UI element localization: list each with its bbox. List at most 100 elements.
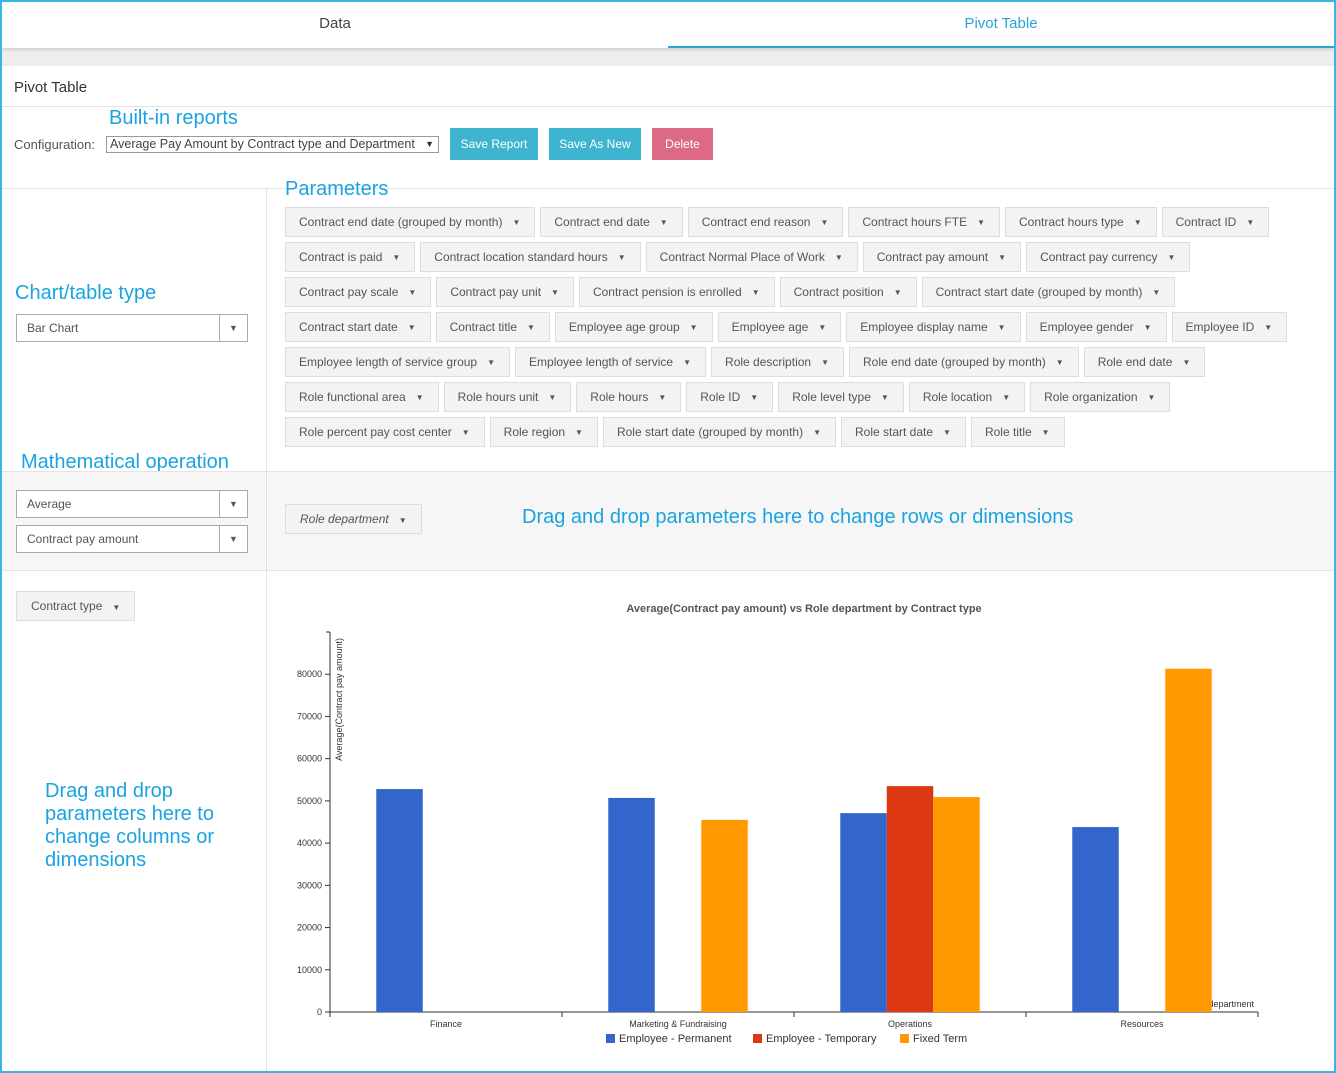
- parameter-pill[interactable]: Role end date ▼: [1083, 347, 1206, 377]
- caret-down-icon[interactable]: ▼: [750, 393, 759, 402]
- caret-down-icon[interactable]: ▼: [818, 323, 827, 332]
- parameter-pill[interactable]: Contract hours FTE ▼: [848, 207, 1000, 237]
- caret-down-icon[interactable]: ▼: [1133, 218, 1142, 227]
- caret-down-icon[interactable]: ▼: [1147, 393, 1156, 402]
- parameter-label: Role region: [503, 425, 566, 439]
- caret-down-icon[interactable]: ▼: [977, 218, 985, 227]
- parameter-pill[interactable]: Contract hours type ▼: [1005, 207, 1157, 237]
- parameter-pill[interactable]: Role functional area ▼: [285, 382, 439, 412]
- chevron-down-icon[interactable]: ▼: [219, 526, 247, 552]
- caret-down-icon[interactable]: ▼: [821, 358, 829, 367]
- caret-down-icon[interactable]: ▼: [551, 288, 559, 297]
- parameter-pill[interactable]: Employee display name ▼: [846, 312, 1021, 342]
- parameter-pill[interactable]: Role description ▼: [711, 347, 844, 377]
- parameter-pill[interactable]: Contract end reason ▼: [687, 207, 844, 237]
- caret-down-icon[interactable]: ▼: [820, 218, 829, 227]
- caret-down-icon[interactable]: ▼: [407, 323, 416, 332]
- parameter-pill[interactable]: Contract pay scale ▼: [285, 277, 432, 307]
- caret-down-icon[interactable]: ▼: [1152, 288, 1161, 297]
- caret-down-icon[interactable]: ▼: [408, 288, 417, 297]
- parameter-pill[interactable]: Contract pay currency ▼: [1026, 242, 1191, 272]
- parameter-pill[interactable]: Employee length of service group ▼: [285, 347, 511, 377]
- tab-pivot-table[interactable]: Pivot Table: [668, 2, 1334, 48]
- caret-down-icon[interactable]: ▼: [751, 288, 760, 297]
- caret-down-icon[interactable]: ▼: [1182, 358, 1191, 367]
- parameter-pill[interactable]: Role start date (grouped by month) ▼: [602, 417, 836, 447]
- caret-down-icon[interactable]: ▼: [997, 323, 1006, 332]
- caret-down-icon[interactable]: ▼: [1002, 393, 1011, 402]
- parameter-pill[interactable]: Contract pay unit ▼: [436, 277, 574, 307]
- caret-down-icon[interactable]: ▼: [575, 428, 583, 437]
- parameter-pill[interactable]: Contract Normal Place of Work ▼: [645, 242, 858, 272]
- caret-down-icon[interactable]: ▼: [415, 393, 424, 402]
- parameter-pill[interactable]: Contract start date ▼: [285, 312, 431, 342]
- parameter-pill[interactable]: Role end date (grouped by month) ▼: [849, 347, 1079, 377]
- delete-button[interactable]: Delete: [652, 128, 713, 160]
- parameter-pill[interactable]: Contract start date (grouped by month) ▼: [921, 277, 1176, 307]
- row-param-pill[interactable]: Role department ▼: [285, 504, 422, 534]
- caret-down-icon[interactable]: ▼: [527, 323, 535, 332]
- caret-down-icon[interactable]: ▼: [1167, 253, 1176, 262]
- parameter-pill[interactable]: Contract ID ▼: [1161, 207, 1270, 237]
- caret-down-icon[interactable]: ▼: [398, 516, 407, 525]
- tab-data[interactable]: Data: [319, 15, 351, 32]
- parameter-pill[interactable]: Role hours ▼: [576, 382, 682, 412]
- parameter-pill[interactable]: Role percent pay cost center ▼: [285, 417, 485, 447]
- parameter-pill[interactable]: Role title ▼: [970, 417, 1065, 447]
- parameter-pill[interactable]: Employee length of service ▼: [515, 347, 707, 377]
- caret-down-icon[interactable]: ▼: [998, 253, 1007, 262]
- parameter-pill[interactable]: Contract pay amount ▼: [862, 242, 1022, 272]
- aggregator-dropdown[interactable]: Average ▼: [16, 490, 248, 518]
- parameter-pill[interactable]: Contract title ▼: [435, 312, 550, 342]
- caret-down-icon[interactable]: ▼: [487, 358, 496, 367]
- parameter-pill[interactable]: Role region ▼: [489, 417, 598, 447]
- parameter-pill[interactable]: Employee age ▼: [717, 312, 842, 342]
- caret-down-icon[interactable]: ▼: [461, 428, 470, 437]
- caret-down-icon[interactable]: ▼: [1041, 428, 1050, 437]
- aggregator-attribute-dropdown[interactable]: Contract pay amount ▼: [16, 525, 248, 553]
- caret-down-icon[interactable]: ▼: [548, 393, 557, 402]
- parameter-pill[interactable]: Contract is paid ▼: [285, 242, 416, 272]
- chevron-down-icon[interactable]: ▼: [219, 491, 247, 517]
- parameter-pill[interactable]: Contract location standard hours ▼: [420, 242, 641, 272]
- caret-down-icon[interactable]: ▼: [683, 358, 692, 367]
- caret-down-icon[interactable]: ▼: [834, 253, 843, 262]
- parameter-pill[interactable]: Contract position ▼: [779, 277, 917, 307]
- rows-drop-zone[interactable]: [268, 472, 1334, 570]
- caret-down-icon[interactable]: ▼: [893, 288, 902, 297]
- parameter-pill[interactable]: Employee age group ▼: [554, 312, 713, 342]
- caret-down-icon[interactable]: ▼: [112, 603, 121, 612]
- caret-down-icon[interactable]: ▼: [1055, 358, 1064, 367]
- parameter-pill[interactable]: Role hours unit ▼: [443, 382, 572, 412]
- parameter-pill[interactable]: Contract end date (grouped by month) ▼: [285, 207, 536, 237]
- caret-down-icon[interactable]: ▼: [1143, 323, 1152, 332]
- parameter-pill[interactable]: Role level type ▼: [778, 382, 904, 412]
- caret-down-icon[interactable]: ▼: [392, 253, 401, 262]
- parameter-pill[interactable]: Role ID ▼: [686, 382, 774, 412]
- parameter-pill[interactable]: Role location ▼: [908, 382, 1026, 412]
- caret-down-icon[interactable]: ▼: [617, 253, 626, 262]
- caret-down-icon[interactable]: ▼: [658, 393, 667, 402]
- caret-down-icon[interactable]: ▼: [1246, 218, 1255, 227]
- chart-type-dropdown[interactable]: Bar Chart ▼: [16, 314, 248, 342]
- caret-down-icon[interactable]: ▼: [943, 428, 951, 437]
- caret-down-icon[interactable]: ▼: [1264, 323, 1273, 332]
- parameter-pill[interactable]: Contract pension is enrolled ▼: [578, 277, 775, 307]
- chevron-down-icon[interactable]: ▼: [219, 315, 247, 341]
- col-param-pill[interactable]: Contract type ▼: [16, 591, 136, 621]
- caret-down-icon[interactable]: ▼: [512, 218, 521, 227]
- save-report-button[interactable]: Save Report: [450, 128, 538, 160]
- caret-down-icon[interactable]: ▼: [880, 393, 889, 402]
- parameter-label: Role end date (grouped by month): [863, 355, 1046, 369]
- configuration-select[interactable]: Average Pay Amount by Contract type and …: [106, 136, 439, 153]
- parameter-pill[interactable]: Role organization ▼: [1030, 382, 1171, 412]
- parameter-pill[interactable]: Role start date ▼: [841, 417, 966, 447]
- parameter-pill[interactable]: Employee ID ▼: [1171, 312, 1288, 342]
- caret-down-icon[interactable]: ▼: [659, 218, 668, 227]
- parameter-pill[interactable]: Contract end date ▼: [540, 207, 683, 237]
- save-as-new-button[interactable]: Save As New: [549, 128, 641, 160]
- parameter-pill[interactable]: Employee gender ▼: [1025, 312, 1167, 342]
- caret-down-icon[interactable]: ▼: [813, 428, 821, 437]
- caret-down-icon[interactable]: ▼: [689, 323, 698, 332]
